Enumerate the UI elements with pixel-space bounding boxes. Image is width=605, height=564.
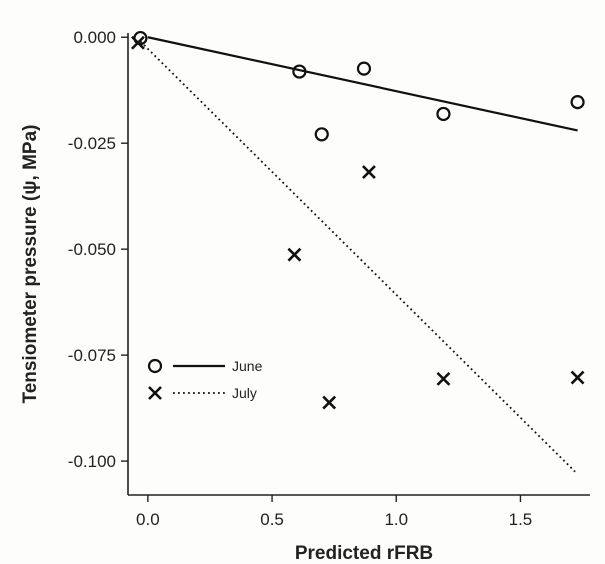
y-tick-label: -0.075 — [68, 346, 116, 365]
data-point-july — [436, 371, 451, 386]
x-tick-label: 0.0 — [136, 510, 160, 529]
y-tick-label: 0.000 — [73, 28, 116, 47]
legend-item-june: June — [147, 358, 263, 374]
fit-line-june — [147, 36, 578, 132]
data-point-june — [292, 64, 307, 79]
legend-label-june: June — [232, 358, 263, 374]
x-marker-stroke — [436, 371, 451, 386]
fit-lines — [139, 36, 578, 473]
x-tick-label: 1.5 — [509, 510, 533, 529]
data-markers — [131, 30, 585, 410]
legend-marker-june — [147, 358, 163, 374]
data-point-june — [436, 106, 451, 122]
data-point-july — [322, 395, 337, 410]
data-point-june — [314, 127, 329, 142]
y-tick-label: -0.050 — [68, 240, 116, 259]
data-point-june — [356, 61, 372, 76]
data-point-july — [131, 35, 145, 50]
x-axis: 0.0 0.5 1.0 1.5 — [136, 495, 532, 529]
legend-label-july: July — [232, 385, 257, 401]
x-marker-stroke — [570, 370, 585, 385]
x-tick-label: 1.0 — [384, 510, 408, 529]
x-marker-stroke — [148, 386, 162, 400]
y-axis-label: Tensiometer pressure (ψ, MPa) — [20, 125, 41, 404]
x-tick-label: 0.5 — [260, 510, 284, 529]
y-tick-label: -0.100 — [68, 452, 116, 471]
x-marker-stroke — [362, 165, 376, 179]
y-tick-label: -0.025 — [68, 134, 116, 153]
data-point-july — [287, 247, 302, 262]
x-marker-stroke — [322, 395, 337, 410]
data-point-july — [362, 165, 376, 179]
x-marker-stroke — [287, 247, 302, 262]
legend-item-july: July — [148, 385, 257, 401]
data-point-july — [570, 370, 585, 385]
plot-frame — [127, 33, 590, 496]
legend: June July — [147, 358, 263, 401]
data-point-june — [570, 94, 585, 110]
legend-marker-july — [148, 386, 162, 400]
y-axis: 0.000 -0.025 -0.050 -0.075 -0.100 — [68, 28, 128, 471]
x-axis-label: Predicted rFRB — [295, 543, 433, 564]
x-marker-stroke — [131, 35, 145, 50]
fit-line-july — [139, 40, 576, 473]
